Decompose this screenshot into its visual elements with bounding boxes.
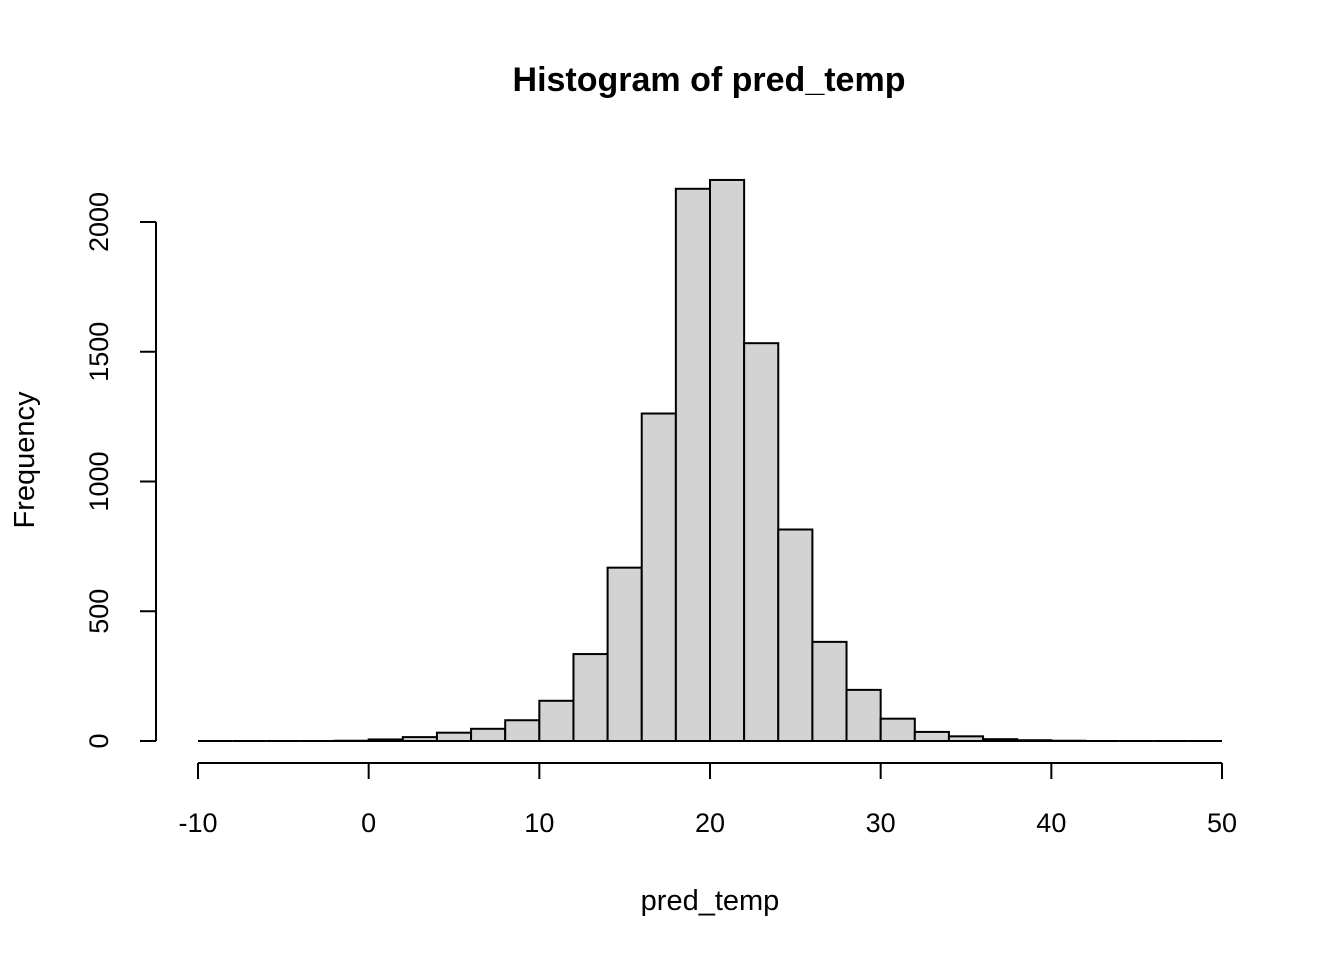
histogram-bar (811, 640, 848, 742)
histogram-bar (709, 178, 746, 742)
histogram-bar (743, 342, 780, 742)
histogram-bar (982, 738, 1019, 742)
chart-title: Histogram of pred_temp (513, 61, 906, 99)
y-tick-label: 0 (84, 733, 114, 748)
histogram-bar (504, 719, 541, 742)
x-axis: -10 0 10 20 30 40 50 (178, 762, 1237, 838)
x-tick-label: 40 (1036, 808, 1066, 838)
histogram-bar (845, 688, 882, 742)
x-tick-label: -10 (178, 808, 217, 838)
histogram-bar (913, 730, 950, 742)
y-tick-label: 1500 (84, 322, 114, 382)
x-tick-label: 20 (695, 808, 725, 838)
histogram-bars (198, 178, 1222, 743)
histogram-bar (367, 738, 404, 742)
y-axis: 0 500 1000 1500 2000 (84, 192, 157, 749)
histogram-bar (1016, 739, 1053, 742)
histogram-bar (674, 187, 711, 742)
histogram-bar (572, 653, 609, 743)
x-tick-label: 30 (866, 808, 896, 838)
x-tick-label: 50 (1207, 808, 1237, 838)
histogram-bar (777, 528, 814, 742)
histogram-bar (640, 412, 677, 742)
y-tick-label: 2000 (84, 192, 114, 252)
x-tick-label: 0 (361, 808, 376, 838)
histogram-bar (606, 566, 643, 742)
y-tick-label: 500 (84, 589, 114, 634)
x-axis-label: pred_temp (641, 885, 780, 917)
x-tick-label: 10 (524, 808, 554, 838)
histogram-bar (538, 699, 575, 743)
histogram-bar (470, 727, 507, 743)
histogram-bar (435, 731, 473, 742)
histogram-bar (401, 736, 438, 742)
histogram-bar (947, 735, 985, 742)
y-tick-label: 1000 (84, 451, 114, 511)
y-axis-label: Frequency (9, 391, 41, 529)
histogram-bar (879, 717, 916, 742)
